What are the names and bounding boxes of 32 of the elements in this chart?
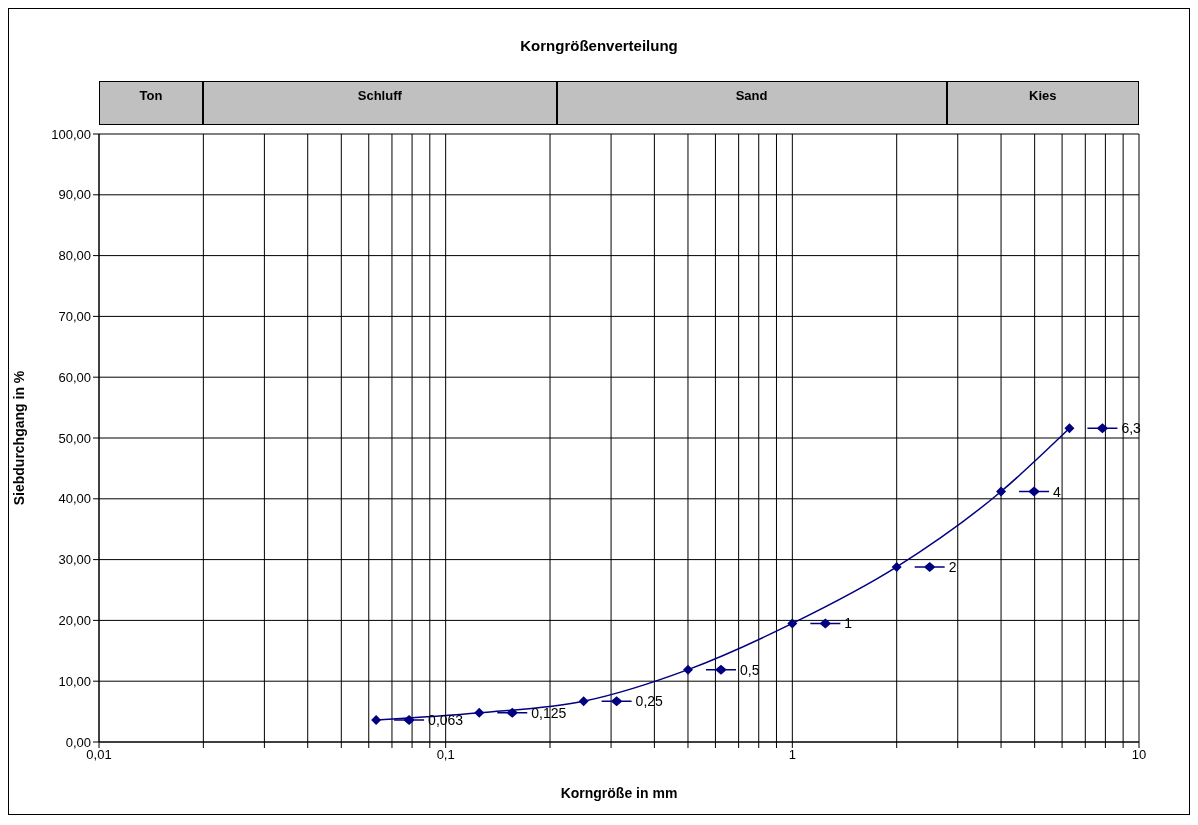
point [371, 715, 382, 726]
point [578, 696, 589, 707]
text: Schluff [203, 81, 557, 125]
x-tick-label: 10 [1131, 747, 1147, 763]
y-tick-label: 40,00 [58, 491, 91, 507]
point [474, 707, 485, 718]
y-tick-label: 20,00 [58, 613, 91, 629]
y-tick-label: 90,00 [58, 187, 91, 203]
x-tick-label: 0,1 [436, 747, 455, 763]
x-tick-label: 0,01 [86, 747, 112, 763]
text: Ton [99, 81, 203, 125]
x-tick-label: 1 [788, 747, 796, 763]
point [996, 486, 1007, 497]
point [682, 664, 693, 675]
chart-title: Korngrößenverteilung [519, 37, 679, 54]
point [891, 561, 902, 572]
annotation: 2 [948, 558, 957, 575]
y-axis-title: Siebdurchgang in % [10, 370, 27, 506]
annotation: 4 [1053, 483, 1062, 500]
text: Sand [556, 81, 947, 125]
y-tick-label: 70,00 [58, 309, 91, 325]
x-axis-title: Korngröße in mm [560, 785, 678, 801]
annotation: 0,125 [531, 704, 567, 721]
y-tick-label: 10,00 [58, 673, 91, 689]
point [787, 618, 798, 629]
y-tick-label: 80,00 [58, 248, 91, 264]
y-tick-label: 60,00 [58, 369, 91, 385]
y-tick-label: 0,00 [65, 734, 91, 750]
text: Kies [946, 81, 1139, 125]
y-tick-label: 50,00 [58, 430, 91, 446]
y-tick-label: 30,00 [58, 552, 91, 568]
y-tick-label: 100,00 [51, 126, 91, 142]
